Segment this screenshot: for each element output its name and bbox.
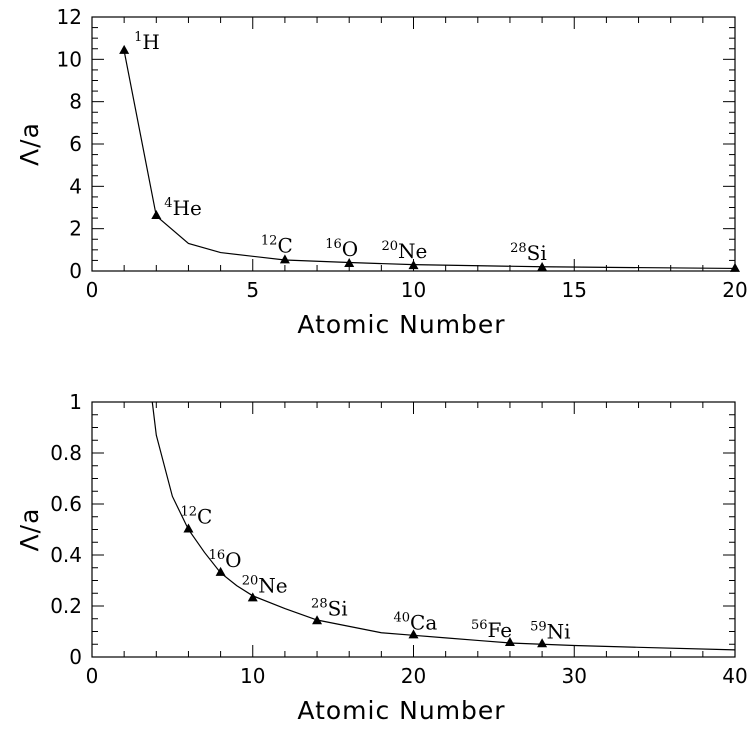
y-tick-label: 10 bbox=[57, 47, 82, 71]
isotope-mass-number: 12 bbox=[180, 505, 197, 520]
element-symbol: Ca bbox=[410, 610, 437, 634]
point-label: 40Ca bbox=[394, 610, 438, 634]
isotope-mass-number: 59 bbox=[530, 619, 547, 634]
triangle-marker bbox=[408, 260, 419, 270]
y-tick-label: 0 bbox=[69, 645, 82, 669]
triangle-marker bbox=[247, 592, 258, 602]
triangle-marker bbox=[408, 629, 419, 639]
triangle-marker bbox=[119, 44, 130, 54]
point-label: 12C bbox=[180, 505, 212, 529]
element-symbol: Si bbox=[328, 596, 348, 620]
y-tick-label: 0 bbox=[69, 259, 82, 283]
y-axis-title: Λ/a bbox=[15, 122, 44, 166]
triangle-marker bbox=[537, 638, 548, 648]
bottom-chart-panel: 0 10 20 30 40 0 0.2 0.4 0.6 0.8 1 Atomic Number Λ/a 1… bbox=[15, 390, 748, 725]
triangle-marker bbox=[504, 636, 515, 646]
element-symbol: O bbox=[342, 237, 358, 261]
isotope-mass-number: 56 bbox=[471, 618, 488, 633]
point-label: 20Ne bbox=[242, 573, 288, 597]
element-symbol: Ne bbox=[258, 573, 287, 597]
point-label: 20Ne bbox=[382, 239, 428, 263]
point-label: 28Si bbox=[311, 596, 348, 620]
triangle-marker bbox=[537, 262, 548, 272]
y-tick-label: 0.4 bbox=[50, 543, 82, 567]
point-label: 56Fe bbox=[471, 618, 512, 642]
element-symbol: Ni bbox=[547, 619, 571, 643]
x-tick-label: 10 bbox=[401, 278, 426, 302]
y-tick-label: 1 bbox=[69, 390, 82, 414]
y-tick-label: 0.2 bbox=[50, 594, 82, 618]
point-label: 12C bbox=[261, 233, 293, 257]
isotope-mass-number: 20 bbox=[242, 573, 259, 588]
y-tick-label: 0.6 bbox=[50, 492, 82, 516]
isotope-mass-number: 28 bbox=[510, 241, 527, 256]
triangle-marker bbox=[183, 523, 194, 533]
curve-line bbox=[123, 50, 735, 270]
isotope-mass-number: 28 bbox=[311, 596, 328, 611]
element-symbol: C bbox=[277, 233, 292, 257]
point-label: 16O bbox=[209, 548, 242, 572]
point-label: 4He bbox=[164, 196, 202, 220]
y-tick-label: 4 bbox=[69, 174, 82, 198]
y-axis-title: Λ/a bbox=[15, 508, 44, 552]
curve-line bbox=[151, 402, 735, 651]
x-tick-label: 20 bbox=[401, 664, 426, 688]
triangle-marker bbox=[730, 262, 740, 272]
x-tick-label: 10 bbox=[240, 664, 265, 688]
element-symbol: Si bbox=[527, 241, 547, 265]
isotope-mass-number: 40 bbox=[394, 610, 411, 625]
isotope-mass-number: 4 bbox=[164, 196, 172, 211]
x-tick-label: 0 bbox=[86, 278, 99, 302]
point-label: 59Ni bbox=[530, 619, 570, 643]
triangle-marker bbox=[312, 615, 323, 625]
isotope-mass-number: 16 bbox=[325, 237, 342, 252]
point-label: 28Si bbox=[510, 241, 547, 265]
x-tick-label: 0 bbox=[86, 664, 99, 688]
x-axis-title: Atomic Number bbox=[297, 696, 505, 725]
point-label: 1H bbox=[134, 30, 160, 54]
element-symbol: Ne bbox=[398, 239, 427, 263]
plot-frame bbox=[91, 16, 736, 272]
isotope-mass-number: 12 bbox=[261, 233, 278, 248]
element-symbol: He bbox=[173, 196, 202, 220]
x-tick-label: 30 bbox=[562, 664, 587, 688]
triangle-marker bbox=[215, 566, 226, 576]
isotope-mass-number: 1 bbox=[134, 30, 142, 45]
x-tick-label: 20 bbox=[722, 278, 747, 302]
x-tick-label: 5 bbox=[246, 278, 259, 302]
element-symbol: Fe bbox=[487, 618, 512, 642]
element-symbol: O bbox=[225, 548, 241, 572]
element-symbol: H bbox=[142, 30, 159, 54]
x-axis-title: Atomic Number bbox=[297, 310, 505, 339]
triangle-marker bbox=[151, 209, 162, 219]
point-label: 16O bbox=[325, 237, 358, 261]
x-tick-label: 40 bbox=[722, 664, 747, 688]
x-tick-label: 15 bbox=[562, 278, 587, 302]
y-tick-label: 12 bbox=[57, 5, 82, 29]
triangle-marker bbox=[279, 254, 290, 264]
triangle-marker bbox=[344, 258, 355, 268]
y-tick-label: 2 bbox=[69, 217, 82, 241]
y-tick-label: 8 bbox=[69, 90, 82, 114]
y-tick-label: 6 bbox=[69, 132, 82, 156]
isotope-mass-number: 20 bbox=[382, 239, 399, 254]
isotope-mass-number: 16 bbox=[209, 548, 226, 563]
element-symbol: C bbox=[197, 505, 212, 529]
y-tick-label: 0.8 bbox=[50, 441, 82, 465]
